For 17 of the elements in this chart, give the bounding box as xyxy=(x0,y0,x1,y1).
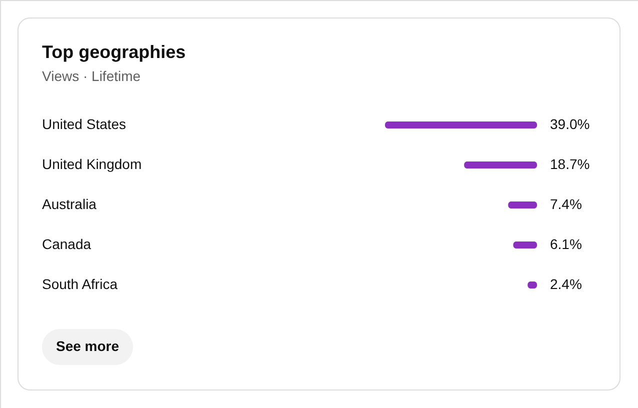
data-label: 18.7% xyxy=(550,156,590,172)
data-label: 6.1% xyxy=(550,236,582,252)
data-label: 2.4% xyxy=(550,276,582,292)
y-tick-label: Australia xyxy=(42,196,97,212)
y-tick-label: United States xyxy=(42,116,126,132)
y-tick-label: Canada xyxy=(42,236,92,252)
bar xyxy=(385,122,537,128)
text: Top geographies xyxy=(42,42,186,62)
bar xyxy=(464,162,537,168)
data-label: 39.0% xyxy=(550,116,590,132)
bar xyxy=(513,242,537,248)
text: See more xyxy=(56,338,120,354)
y-tick-label: South Africa xyxy=(42,276,118,292)
y-tick-label: United Kingdom xyxy=(42,156,142,172)
bar xyxy=(508,202,537,208)
text: Views · Lifetime xyxy=(42,68,141,84)
data-label: 7.4% xyxy=(550,196,582,212)
